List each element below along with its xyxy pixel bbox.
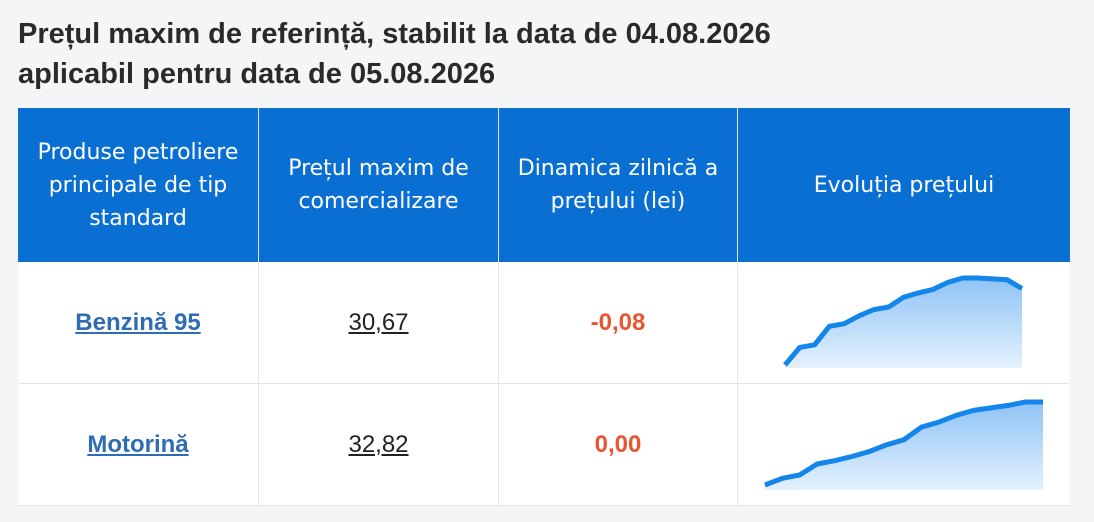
cell (738, 262, 1070, 384)
sparkline-line (764, 399, 1043, 488)
sparkline-area (765, 402, 1043, 490)
sparkline (764, 399, 1043, 490)
cell (738, 384, 1070, 506)
change: 0,00 (594, 430, 642, 458)
column-header: Prețul maxim de comercializare (259, 108, 499, 262)
cell: 32,82 (259, 384, 499, 506)
price-table: Produse petroliere principale de tip sta… (18, 108, 1070, 506)
sparkline-area (785, 278, 1022, 368)
column-header: Evoluția prețului (738, 108, 1070, 262)
cell: -0,08 (499, 262, 738, 384)
cell: Benzină 95 (18, 262, 259, 384)
cell: 0,00 (499, 384, 738, 506)
cell: 30,67 (259, 262, 499, 384)
title: Prețul maxim de referință, stabilit la d… (18, 18, 771, 50)
price[interactable]: 32,82 (348, 430, 409, 458)
product-link[interactable]: Benzină 95 (75, 308, 201, 336)
product-link[interactable]: Motorină (87, 430, 189, 458)
sparkline (783, 275, 1024, 368)
change: -0,08 (590, 308, 646, 336)
price[interactable]: 30,67 (348, 308, 409, 336)
cell: Motorină (18, 384, 259, 506)
column-header: Dinamica zilnică a prețului (lei) (499, 108, 738, 262)
column-header: Produse petroliere principale de tip sta… (18, 108, 259, 262)
title: aplicabil pentru data de 05.08.2026 (18, 58, 496, 90)
sparkline-line (783, 275, 1024, 367)
